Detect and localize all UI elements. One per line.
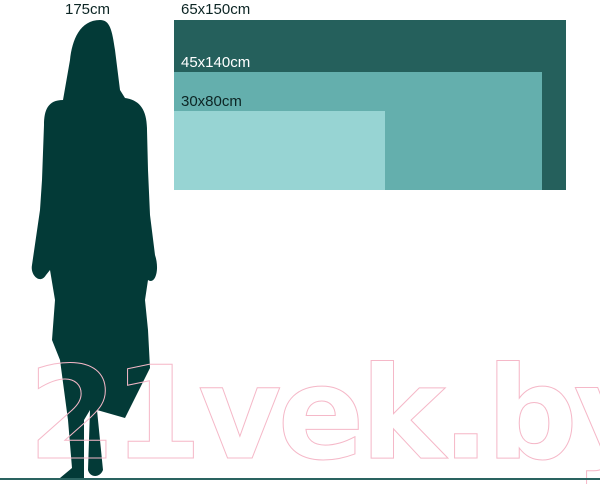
figure-height-label: 175cm — [65, 1, 110, 18]
size-label-small: 30x80cm — [181, 93, 242, 110]
size-label-medium: 45x140cm — [181, 54, 250, 71]
woman-silhouette — [31, 20, 158, 478]
size-label-large: 65x150cm — [181, 1, 250, 18]
size-rect-small — [174, 111, 385, 190]
ground-line — [0, 478, 600, 480]
watermark-logo: 21vek.by — [28, 340, 600, 484]
